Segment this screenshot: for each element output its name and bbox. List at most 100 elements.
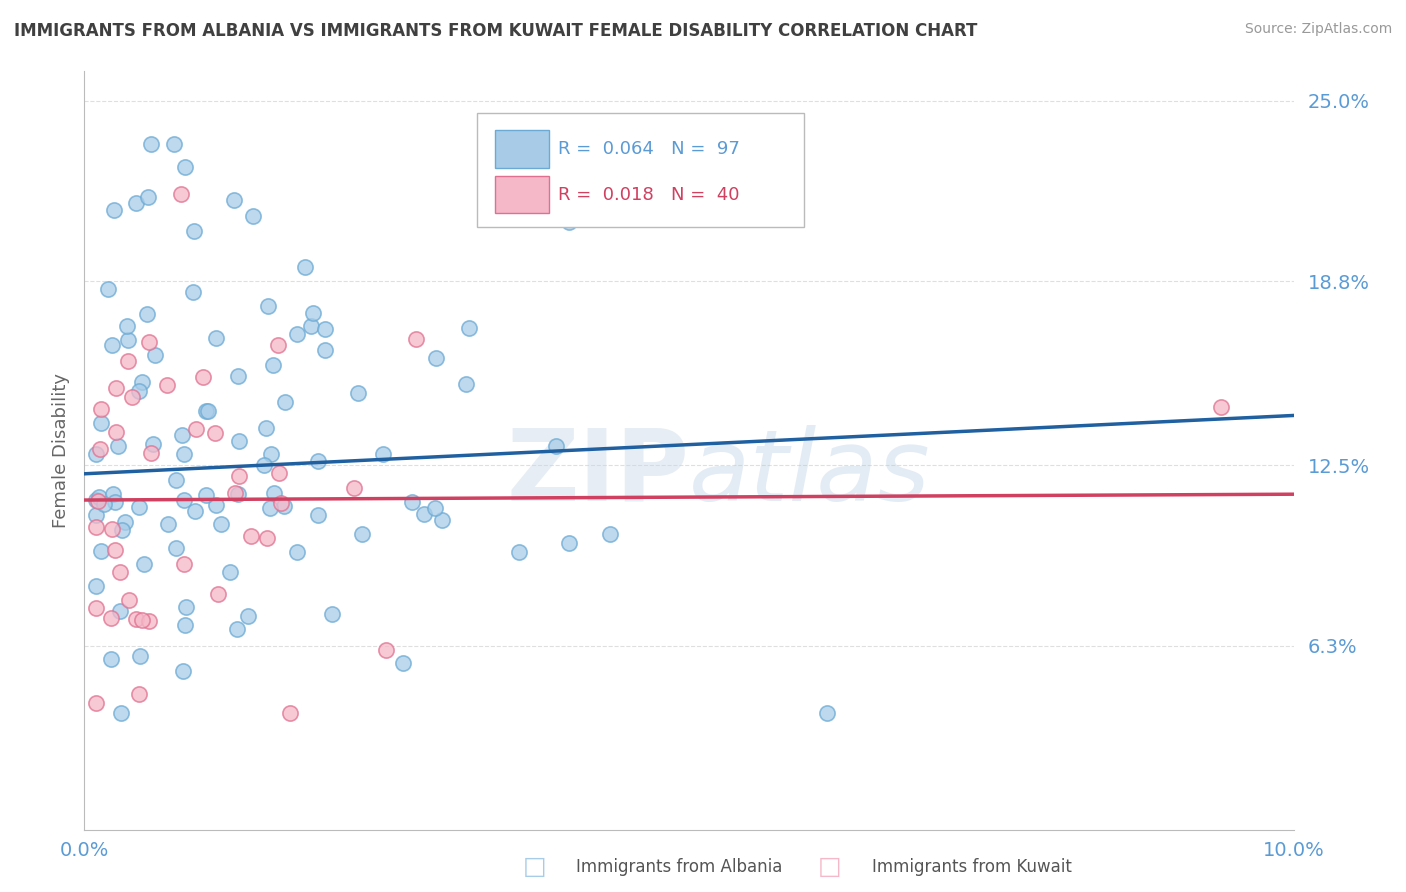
- Point: [458, 321, 481, 335]
- Point: [170, 428, 193, 442]
- Point: [165, 541, 187, 555]
- Point: [104, 543, 127, 558]
- Point: [173, 492, 195, 507]
- Point: [105, 425, 128, 439]
- Point: [222, 193, 245, 207]
- Point: [1209, 400, 1232, 414]
- Point: [138, 614, 160, 628]
- Point: [157, 516, 180, 531]
- Point: [321, 607, 343, 621]
- Point: [238, 608, 260, 623]
- Point: [142, 437, 165, 451]
- Point: [495, 211, 517, 225]
- Point: [131, 375, 153, 389]
- Point: [266, 338, 288, 352]
- Point: [299, 319, 322, 334]
- Point: [89, 442, 111, 457]
- Point: [347, 386, 370, 401]
- Y-axis label: Female Disability: Female Disability: [52, 373, 70, 528]
- Point: [256, 299, 278, 313]
- Point: [108, 566, 131, 580]
- Text: Immigrants from Kuwait: Immigrants from Kuwait: [872, 858, 1071, 876]
- Point: [86, 697, 108, 711]
- Point: [118, 593, 141, 607]
- Point: [314, 322, 336, 336]
- Point: [136, 189, 159, 203]
- Point: [273, 499, 295, 513]
- Point: [107, 439, 129, 453]
- Point: [86, 520, 108, 534]
- Point: [314, 343, 336, 357]
- Point: [100, 338, 122, 352]
- Point: [260, 447, 283, 461]
- Point: [204, 331, 226, 345]
- Point: [432, 513, 454, 527]
- Point: [558, 215, 581, 229]
- Point: [207, 587, 229, 601]
- Point: [86, 493, 108, 508]
- Point: [90, 402, 112, 417]
- Point: [209, 517, 232, 532]
- Point: [278, 706, 301, 720]
- Point: [173, 618, 195, 632]
- Point: [239, 529, 262, 543]
- Point: [86, 508, 108, 522]
- Point: [285, 326, 308, 341]
- Point: [101, 486, 124, 500]
- Point: [270, 495, 292, 509]
- Point: [128, 384, 150, 398]
- Point: [558, 536, 581, 550]
- Point: [132, 557, 155, 571]
- Point: [110, 706, 132, 720]
- Point: [195, 403, 218, 417]
- Point: [224, 485, 246, 500]
- Point: [125, 611, 148, 625]
- Point: [103, 495, 125, 509]
- Text: □: □: [523, 855, 546, 879]
- Point: [117, 354, 139, 368]
- Point: [121, 390, 143, 404]
- Point: [143, 348, 166, 362]
- Point: [170, 186, 193, 201]
- Point: [226, 487, 249, 501]
- Point: [599, 526, 621, 541]
- Point: [815, 706, 838, 720]
- Point: [350, 527, 373, 541]
- Point: [183, 224, 205, 238]
- Point: [104, 381, 127, 395]
- Text: Immigrants from Albania: Immigrants from Albania: [576, 858, 783, 876]
- Point: [413, 508, 436, 522]
- Point: [90, 417, 112, 431]
- Point: [423, 501, 446, 516]
- Point: [195, 487, 218, 501]
- Text: ZIP: ZIP: [506, 425, 689, 522]
- Point: [86, 494, 108, 508]
- FancyBboxPatch shape: [495, 130, 548, 168]
- Point: [456, 376, 478, 391]
- Point: [307, 508, 329, 522]
- Point: [285, 545, 308, 559]
- Point: [405, 332, 427, 346]
- Point: [254, 421, 277, 435]
- Point: [156, 378, 179, 392]
- Point: [267, 466, 290, 480]
- Point: [205, 498, 228, 512]
- Text: atlas: atlas: [689, 425, 931, 522]
- Point: [226, 368, 249, 383]
- Text: □: □: [818, 855, 841, 879]
- Point: [274, 395, 297, 409]
- Text: Source: ZipAtlas.com: Source: ZipAtlas.com: [1244, 22, 1392, 37]
- Point: [110, 604, 132, 618]
- Point: [100, 611, 122, 625]
- Point: [226, 622, 249, 636]
- Text: R =  0.064   N =  97: R = 0.064 N = 97: [558, 140, 740, 159]
- Point: [128, 649, 150, 664]
- Point: [139, 137, 162, 152]
- Point: [301, 306, 323, 320]
- Point: [97, 282, 120, 296]
- Point: [508, 545, 530, 559]
- Point: [371, 447, 394, 461]
- Point: [117, 333, 139, 347]
- Point: [253, 458, 276, 472]
- Point: [263, 485, 285, 500]
